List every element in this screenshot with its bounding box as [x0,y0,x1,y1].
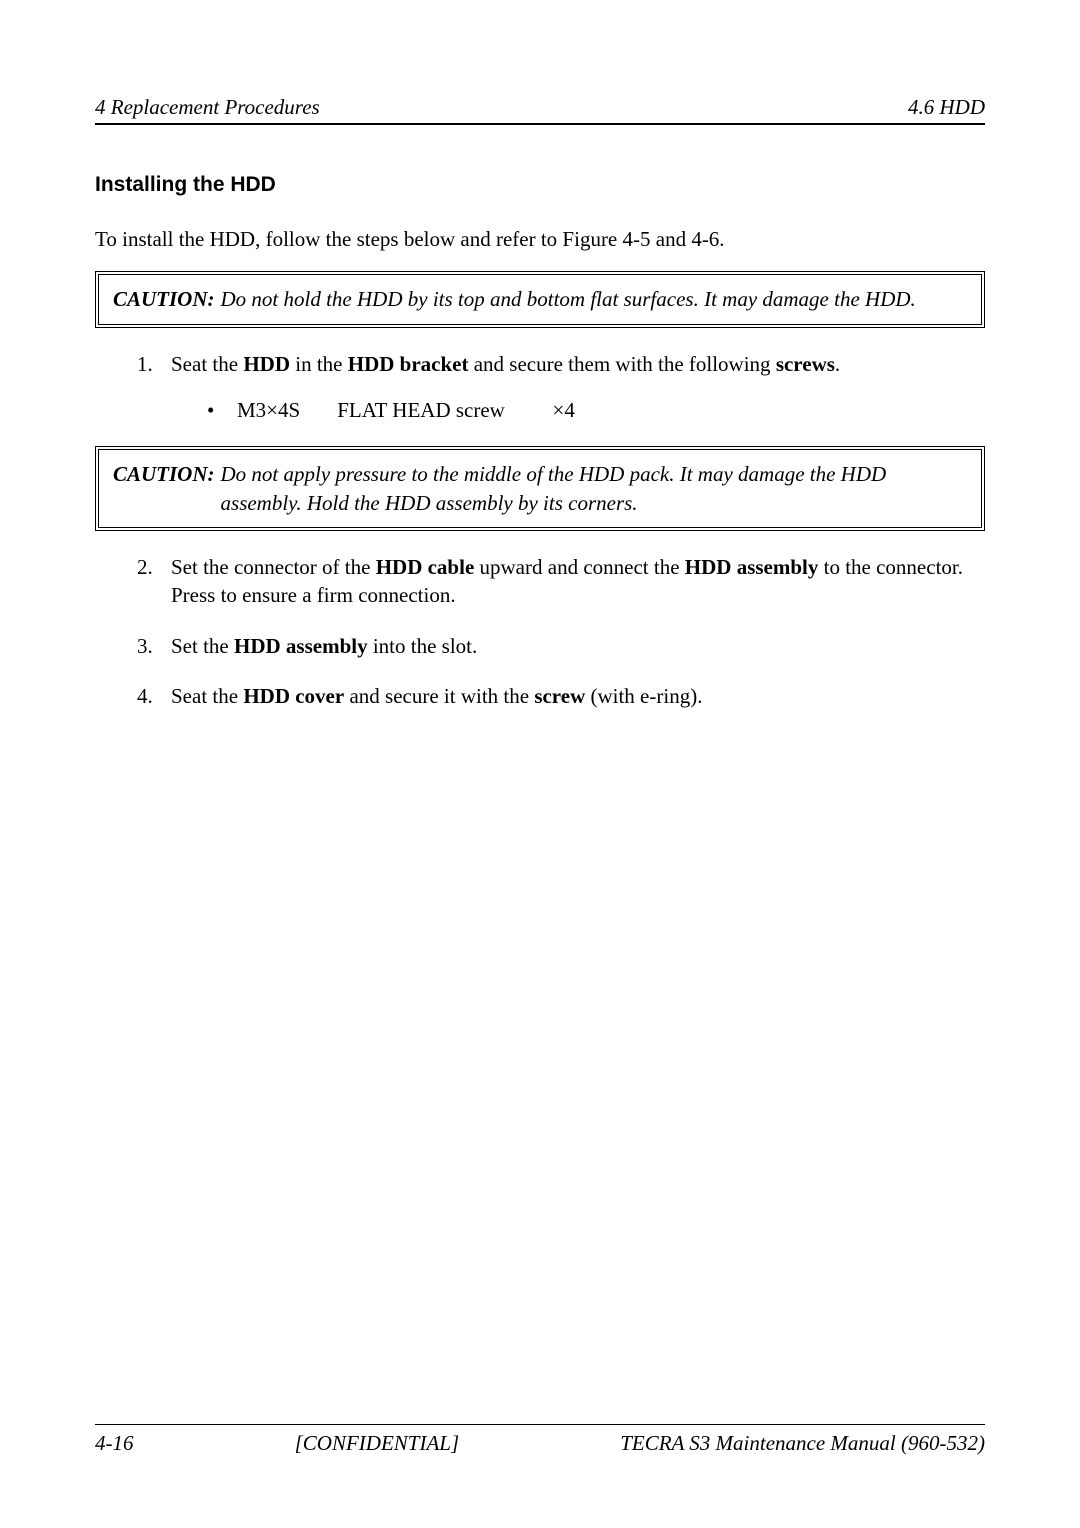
text-run: into the slot. [368,634,478,658]
caution-box-1: CAUTION: Do not hold the HDD by its top … [95,271,985,327]
step-2: 2. Set the connector of the HDD cable up… [137,553,985,610]
caution-row: CAUTION: Do not hold the HDD by its top … [113,285,967,313]
step-text: Set the connector of the HDD cable upwar… [171,555,963,607]
caution-row: CAUTION: Do not apply pressure to the mi… [113,460,967,517]
screw-name: FLAT HEAD screw [337,396,547,424]
caution-label: CAUTION: [113,460,221,517]
step-number: 3. [137,632,153,660]
text-bold: HDD bracket [348,352,469,376]
page: 4 Replacement Procedures 4.6 HDD Install… [0,0,1080,1528]
text-bold: screw [534,684,585,708]
text-run: in the [290,352,348,376]
footer-page-number: 4-16 [95,1431,134,1456]
text-run: and secure it with the [344,684,534,708]
caution-box-2: CAUTION: Do not apply pressure to the mi… [95,446,985,531]
step-number: 4. [137,682,153,710]
text-bold: screws [776,352,835,376]
screw-qty: ×4 [553,398,575,422]
step-list-b: 2. Set the connector of the HDD cable up… [137,553,985,710]
step-text: Set the HDD assembly into the slot. [171,634,477,658]
header-right: 4.6 HDD [908,95,985,120]
text-run: . [835,352,840,376]
intro-paragraph: To install the HDD, follow the steps bel… [95,225,985,253]
step-text: Seat the HDD in the HDD bracket and secu… [171,352,840,376]
text-run: and secure them with the following [468,352,775,376]
running-footer: 4-16 [CONFIDENTIAL] TECRA S3 Maintenance… [95,1424,985,1456]
text-run: Set the connector of the [171,555,376,579]
footer-line: 4-16 [CONFIDENTIAL] TECRA S3 Maintenance… [95,1424,985,1456]
caution-text: Do not hold the HDD by its top and botto… [221,285,916,313]
running-header: 4 Replacement Procedures 4.6 HDD [95,95,985,125]
step-number: 2. [137,553,153,581]
caution-text: Do not apply pressure to the middle of t… [221,460,967,517]
step-list-a: 1. Seat the HDD in the HDD bracket and s… [137,350,985,425]
text-run: Seat the [171,352,243,376]
screw-list: M3×4S FLAT HEAD screw ×4 [207,396,985,424]
step-3: 3. Set the HDD assembly into the slot. [137,632,985,660]
header-left: 4 Replacement Procedures [95,95,320,120]
text-run: Seat the [171,684,243,708]
footer-confidential: [CONFIDENTIAL] [295,1431,460,1456]
screw-code: M3×4S [237,396,332,424]
text-bold: HDD assembly [685,555,819,579]
section-subheading: Installing the HDD [95,173,985,197]
text-run: upward and connect the [474,555,685,579]
step-1: 1. Seat the HDD in the HDD bracket and s… [137,350,985,425]
step-text: Seat the HDD cover and secure it with th… [171,684,702,708]
text-bold: HDD cover [243,684,344,708]
text-run: (with e-ring). [585,684,702,708]
step-4: 4. Seat the HDD cover and secure it with… [137,682,985,710]
text-run: Set the [171,634,234,658]
footer-manual-title: TECRA S3 Maintenance Manual (960-532) [620,1431,985,1456]
screw-item: M3×4S FLAT HEAD screw ×4 [207,396,985,424]
text-bold: HDD assembly [234,634,368,658]
caution-label: CAUTION: [113,285,221,313]
screw-spec: M3×4S FLAT HEAD screw ×4 [237,396,575,424]
text-bold: HDD cable [376,555,475,579]
text-bold: HDD [243,352,290,376]
step-number: 1. [137,350,153,378]
